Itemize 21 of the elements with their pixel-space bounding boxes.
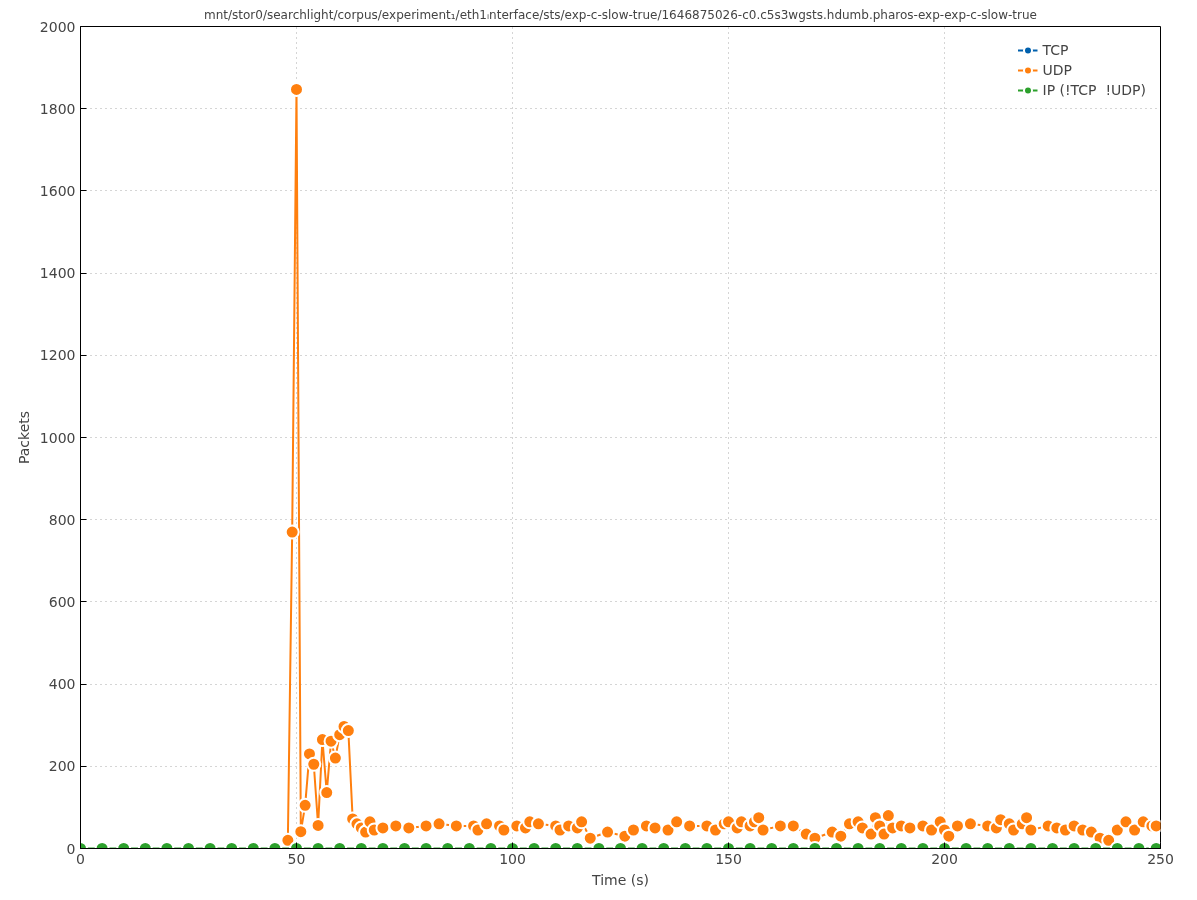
legend-label: IP (!TCP !UDP) xyxy=(1042,82,1146,98)
y-tick-label: 1200 xyxy=(39,347,76,364)
y-tick-label: 800 xyxy=(48,511,76,528)
chart-title: mnt/stor0/searchlight/corpus/experiment₁/eth1ᵢnterface/sts/exp-c-slow-true/1646875026-c0.c5s3wgsts.hdumb.pharos-exp-exp-c-slow-true xyxy=(204,7,1037,22)
x-tick-label: 150 xyxy=(715,850,742,867)
y-tick-label: 600 xyxy=(48,593,76,610)
y-axis-title: Packets xyxy=(15,410,32,465)
y-tick-label: 2000 xyxy=(39,18,76,35)
y-tick-label: 1600 xyxy=(39,182,76,199)
x-tick-label: 200 xyxy=(931,850,958,867)
x-tick-label: 50 xyxy=(287,850,306,867)
y-tick-label: 1800 xyxy=(39,100,76,117)
y-tick-label: 200 xyxy=(48,758,76,775)
y-tick-label: 400 xyxy=(48,676,76,693)
x-tick-label: 100 xyxy=(499,850,526,867)
y-tick-label: 1000 xyxy=(39,429,76,446)
x-axis-title: Time (s) xyxy=(591,871,649,888)
x-tick-label: 250 xyxy=(1147,850,1174,867)
legend-label: TCP xyxy=(1042,42,1069,58)
y-tick-label: 1400 xyxy=(39,265,76,282)
legend-label: UDP xyxy=(1042,62,1072,78)
